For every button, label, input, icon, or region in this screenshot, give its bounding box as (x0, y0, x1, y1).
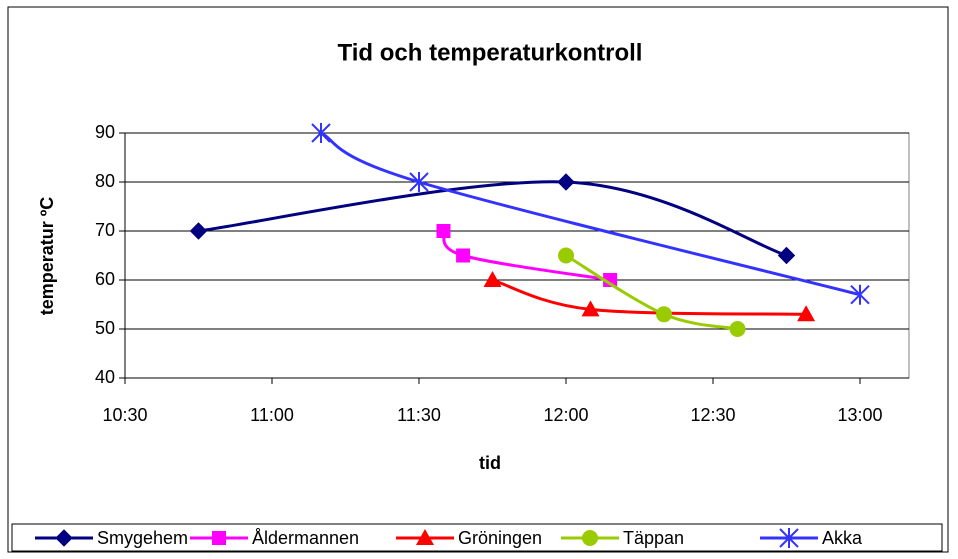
marker (797, 305, 816, 322)
x-tick-label: 12:00 (543, 405, 588, 425)
x-axis-label: tid (479, 453, 501, 473)
y-tick-label: 50 (95, 318, 115, 338)
legend-label: Akka (822, 528, 863, 548)
y-tick-label: 60 (95, 269, 115, 289)
marker (409, 172, 429, 192)
marker (656, 306, 672, 323)
marker (436, 224, 451, 238)
marker (55, 529, 73, 547)
x-tick-label: 11:00 (250, 405, 294, 425)
x-tick-label: 11:30 (397, 405, 441, 425)
legend-label: Gröningen (458, 528, 542, 548)
series-line (198, 180, 787, 257)
y-tick-label: 80 (95, 171, 115, 191)
series-line (320, 131, 861, 297)
marker (850, 284, 870, 305)
legend-label: Åldermannen (252, 528, 359, 548)
y-tick-label: 40 (95, 367, 115, 387)
legend-label: Smygehem (97, 528, 188, 548)
marker (777, 246, 796, 265)
series-line (492, 278, 807, 316)
y-tick-label: 70 (95, 220, 115, 240)
x-tick-label: 12:30 (690, 405, 735, 425)
y-axis-label: temperatur ºC (37, 197, 57, 316)
legend-label: Täppan (623, 528, 684, 548)
marker (779, 528, 799, 548)
x-tick-label: 13:00 (837, 405, 882, 425)
marker (311, 123, 331, 143)
series-line (442, 230, 611, 282)
marker (603, 273, 618, 287)
marker (582, 530, 598, 546)
marker (557, 173, 575, 191)
marker (456, 248, 471, 263)
chart-title: Tid och temperaturkontroll (338, 39, 643, 66)
marker (212, 531, 226, 545)
marker (483, 271, 502, 287)
marker (729, 321, 746, 337)
marker (558, 247, 574, 264)
marker (416, 529, 434, 545)
marker (581, 300, 600, 317)
x-tick-label: 10:30 (102, 405, 147, 425)
y-tick-label: 90 (95, 122, 115, 142)
marker (189, 222, 208, 240)
